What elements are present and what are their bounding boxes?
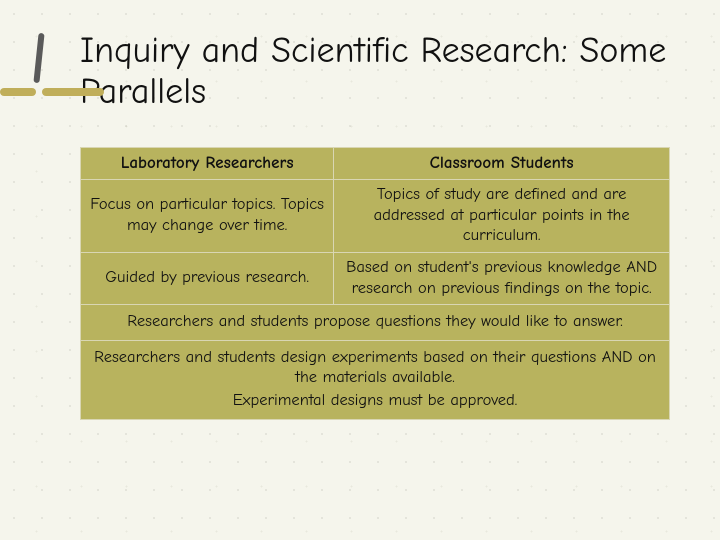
underline-bar-short [0, 88, 36, 96]
slide: Inquiry and Scientific Research: Some Pa… [0, 0, 720, 540]
table-row-merged: Researchers and students propose questio… [81, 305, 670, 341]
header-left: Laboratory Researchers [81, 147, 334, 179]
underline-bar-long [42, 88, 104, 96]
cell-right: Topics of study are defined and are addr… [334, 180, 670, 253]
cell-right: Based on student's previous knowledge AN… [334, 252, 670, 304]
table-row: Guided by previous research. Based on st… [81, 252, 670, 304]
comparison-table: Laboratory Researchers Classroom Student… [80, 147, 670, 420]
cell-merged: Researchers and students design experime… [81, 340, 670, 419]
cell-left: Guided by previous research. [81, 252, 334, 304]
table-row-merged: Researchers and students design experime… [81, 340, 670, 419]
merged-line: Researchers and students design experime… [89, 348, 661, 389]
table-header-row: Laboratory Researchers Classroom Student… [81, 147, 670, 179]
slide-title: Inquiry and Scientific Research: Some Pa… [80, 30, 670, 113]
brush-stroke-icon [33, 33, 44, 83]
merged-line: Researchers and students propose questio… [89, 312, 661, 333]
cell-merged: Researchers and students propose questio… [81, 305, 670, 341]
title-decoration [0, 88, 104, 96]
header-right: Classroom Students [334, 147, 670, 179]
merged-line: Experimental designs must be approved. [89, 391, 661, 412]
cell-left: Focus on particular topics. Topics may c… [81, 180, 334, 253]
table-row: Focus on particular topics. Topics may c… [81, 180, 670, 253]
